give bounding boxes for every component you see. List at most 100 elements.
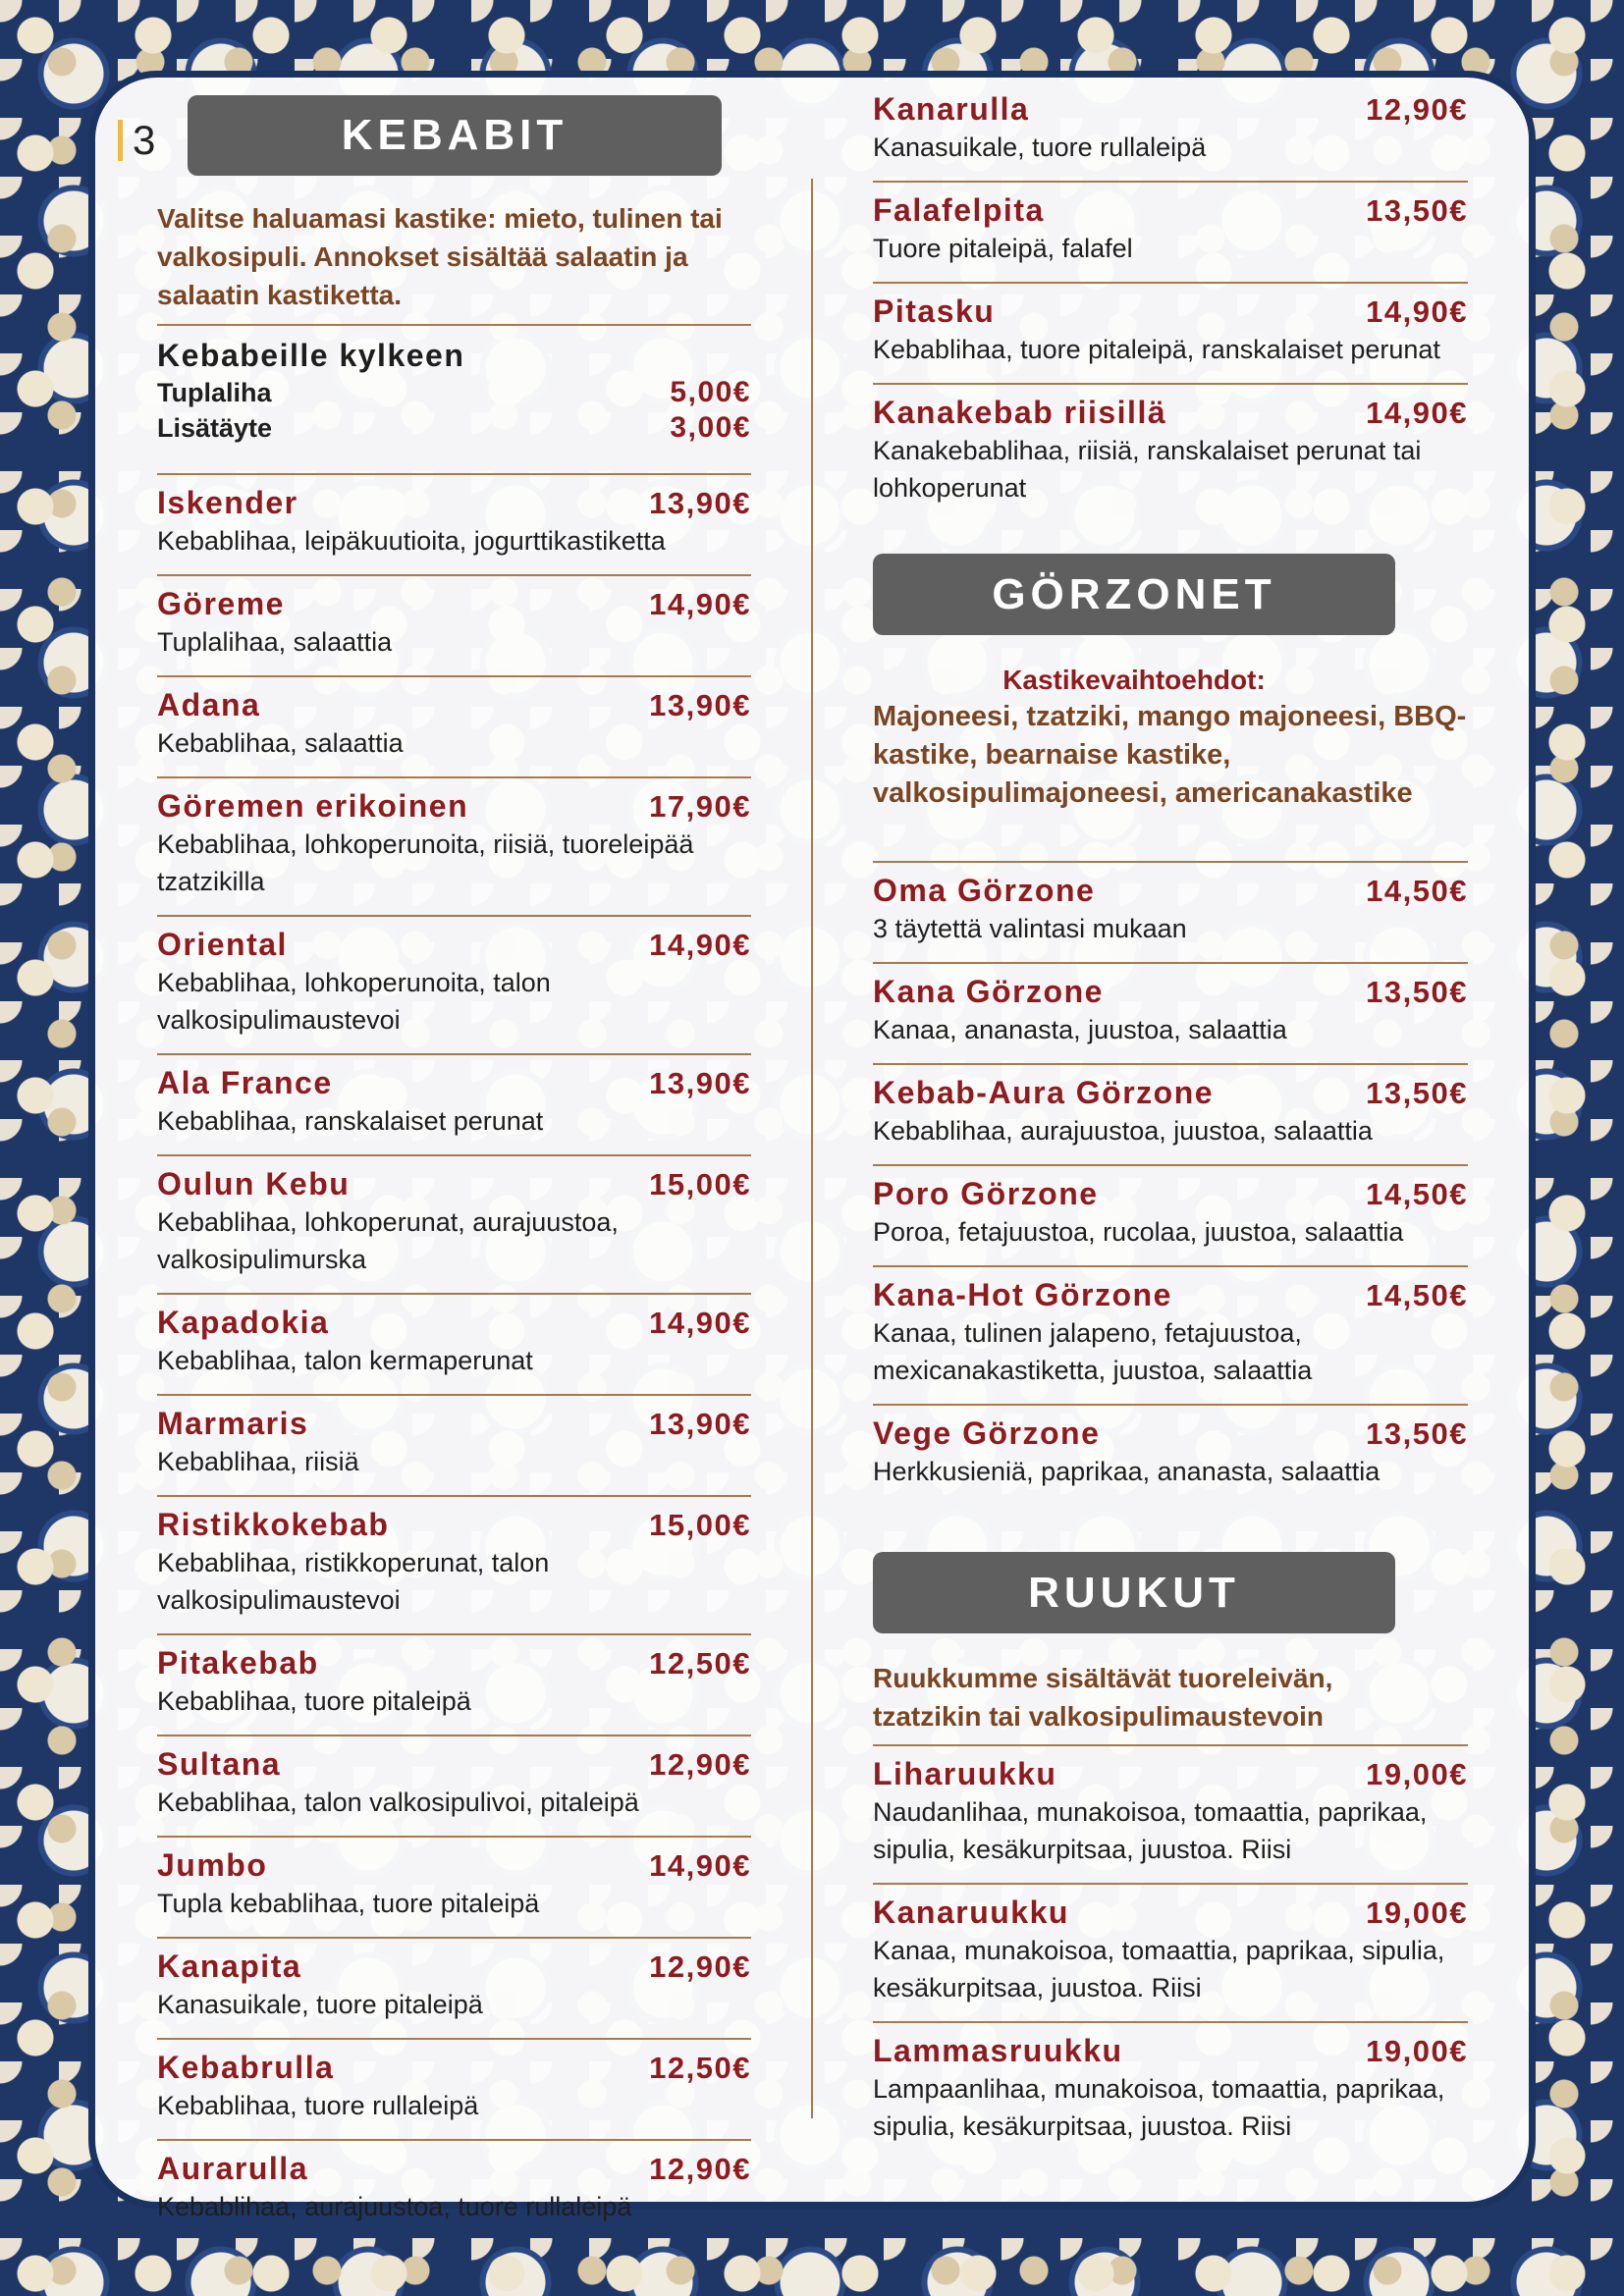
menu-item-name: Liharuukku: [873, 1756, 1057, 1791]
menu-item-price: 13,50€: [1366, 1076, 1468, 1110]
gorzonet-column: Oma Görzone 14,50€ 3 täytettä valintasi mu…: [873, 861, 1468, 1505]
menu-item-header: Ristikkokebab 15,00€: [157, 1506, 751, 1544]
menu-item-header: Marmaris 13,90€: [157, 1405, 751, 1443]
menu-item-description: Kanasuikale, tuore rullaleipä: [873, 133, 1207, 162]
gorzonet-sauce-heading: Kastikevaihtoehdot:: [1002, 665, 1266, 695]
menu-item-name: Pitasku: [873, 294, 996, 329]
menu-item-name: Oriental: [157, 927, 288, 962]
menu-item-description: Kanaa, tulinen jalapeno, fetajuustoa, me…: [873, 1318, 1313, 1385]
left-column: Kebabeille kylkeen Tuplaliha 5,00€ Lisätä…: [157, 324, 751, 2240]
menu-item-name: Kebab-Aura Görzone: [873, 1075, 1215, 1110]
menu-item-description: Kanaa, ananasta, juustoa, salaattia: [873, 1015, 1287, 1044]
ruukut-column: Liharuukku 19,00€ Naudanlihaa, munakoisoa,…: [873, 1744, 1468, 2160]
menu-item-price: 13,50€: [1366, 1416, 1468, 1451]
menu-item: Ala France 13,90€ Kebablihaa, ranskalaiset…: [157, 1053, 751, 1154]
sides-title: Kebabeille kylkeen: [157, 338, 465, 373]
menu-item-description: Kebablihaa, aurajuustoa, juustoa, salaat…: [873, 1116, 1373, 1146]
menu-item-description: Kanakebablihaa, riisiä, ranskalaiset per…: [873, 436, 1422, 503]
menu-item: Oma Görzone 14,50€ 3 täytettä valintasi mu…: [873, 861, 1468, 962]
menu-item-description: Tuore pitaleipä, falafel: [873, 234, 1133, 263]
menu-item: Lammasruukku 19,00€ Lampaanlihaa, munakois…: [873, 2021, 1468, 2160]
menu-item-description: Kebablihaa, salaattia: [157, 728, 404, 758]
menu-item-header: Kanarulla 12,90€: [873, 90, 1468, 129]
menu-item-price: 14,90€: [649, 587, 751, 621]
menu-item-header: Oulun Kebu 15,00€: [157, 1165, 751, 1203]
menu-item-description: Kebablihaa, lohkoperunoita, talon valkos…: [157, 968, 551, 1035]
menu-item-name: Kanaruukku: [873, 1895, 1069, 1930]
menu-item-price: 12,90€: [649, 1747, 751, 1782]
menu-item-price: 12,90€: [1366, 92, 1468, 127]
menu-item-description: Kebablihaa, lohkoperunoita, riisiä, tuor…: [157, 829, 694, 896]
menu-item-name: Kana-Hot Görzone: [873, 1277, 1172, 1312]
menu-item: Marmaris 13,90€ Kebablihaa, riisiä: [157, 1394, 751, 1495]
side-item: Tuplaliha 5,00€: [157, 375, 751, 410]
menu-item-price: 12,50€: [649, 2051, 751, 2085]
menu-item-header: Oma Görzone 14,50€: [873, 872, 1468, 910]
menu-item-name: Kapadokia: [157, 1305, 330, 1340]
menu-item: Göremen erikoinen 17,90€ Kebablihaa, lohko…: [157, 776, 751, 915]
menu-item: Aurarulla 12,90€ Kebablihaa, aurajuustoa, …: [157, 2139, 751, 2240]
menu-item-header: Falafelpita 13,50€: [873, 191, 1468, 230]
menu-item-price: 14,90€: [649, 1848, 751, 1883]
menu-item-header: Göremen erikoinen 17,90€: [157, 787, 751, 826]
menu-item-price: 19,00€: [1366, 1896, 1468, 1930]
menu-item-name: Oma Görzone: [873, 873, 1096, 908]
menu-item: Oulun Kebu 15,00€ Kebablihaa, lohkoperunat…: [157, 1154, 751, 1293]
menu-item-price: 12,90€: [649, 1949, 751, 1984]
side-price: 5,00€: [670, 376, 751, 408]
gorzonet-list: Oma Görzone 14,50€ 3 täytettä valintasi mu…: [873, 861, 1468, 1505]
menu-item-price: 19,00€: [1366, 1757, 1468, 1791]
menu-item: Falafelpita 13,50€ Tuore pitaleipä, falafe…: [873, 181, 1468, 282]
menu-item-description: Kebablihaa, talon valkosipulivoi, pitale…: [157, 1788, 639, 1817]
menu-item-description: Kanasuikale, tuore pitaleipä: [157, 1990, 483, 2019]
menu-item-header: Kebabrulla 12,50€: [157, 2049, 751, 2087]
menu-item-price: 17,90€: [649, 789, 751, 824]
menu-item-header: Kebab-Aura Görzone 13,50€: [873, 1074, 1468, 1112]
menu-item-description: Kebablihaa, tuore pitaleipä, ranskalaise…: [873, 335, 1440, 364]
kebabit-list: Iskender 13,90€ Kebablihaa, leipäkuutioita…: [157, 473, 751, 2240]
menu-item-name: Ristikkokebab: [157, 1507, 390, 1542]
menu-item-description: Poroa, fetajuustoa, rucolaa, juustoa, sa…: [873, 1217, 1404, 1247]
ruukut-list: Liharuukku 19,00€ Naudanlihaa, munakoisoa,…: [873, 1744, 1468, 2160]
menu-item-header: Vege Görzone 13,50€: [873, 1415, 1468, 1453]
menu-item-price: 13,90€: [649, 486, 751, 520]
menu-item: Liharuukku 19,00€ Naudanlihaa, munakoisoa,…: [873, 1744, 1468, 1883]
menu-item: Kapadokia 14,90€ Kebablihaa, talon kermape…: [157, 1293, 751, 1394]
column-divider: [811, 179, 813, 2118]
menu-item-name: Kebabrulla: [157, 2050, 335, 2085]
kebabit-continued-list: Kanarulla 12,90€ Kanasuikale, tuore rullal…: [873, 90, 1468, 521]
menu-item: Kana Görzone 13,50€ Kanaa, ananasta, juust…: [873, 962, 1468, 1063]
section-header-gorzonet: GÖRZONET: [873, 554, 1395, 635]
menu-item-name: Aurarulla: [157, 2151, 308, 2186]
menu-item-price: 13,90€: [649, 1407, 751, 1441]
sides-block: Kebabeille kylkeen Tuplaliha 5,00€ Lisätä…: [157, 324, 751, 473]
menu-item-name: Falafelpita: [873, 192, 1045, 228]
menu-item-header: Liharuukku 19,00€: [873, 1755, 1468, 1793]
menu-item-description: Naudanlihaa, munakoisoa, tomaattia, papr…: [873, 1797, 1428, 1864]
section-header-ruukut: RUUKUT: [873, 1552, 1395, 1633]
menu-item-header: Kana-Hot Görzone 14,50€: [873, 1276, 1468, 1314]
menu-item-price: 13,90€: [649, 1066, 751, 1100]
menu-item-name: Kanakebab riisillä: [873, 395, 1167, 430]
kebabit-intro: Valitse haluamasi kastike: mieto, tuline…: [157, 203, 723, 310]
menu-item-price: 12,50€: [649, 1646, 751, 1681]
menu-item-header: Aurarulla 12,90€: [157, 2150, 751, 2188]
menu-item-price: 14,90€: [649, 1306, 751, 1340]
menu-item: Kanarulla 12,90€ Kanasuikale, tuore rullal…: [873, 90, 1468, 181]
menu-item: Kana-Hot Görzone 14,50€ Kanaa, tulinen jal…: [873, 1265, 1468, 1404]
menu-item-header: Lammasruukku 19,00€: [873, 2032, 1468, 2070]
side-name: Tuplaliha: [157, 378, 272, 407]
menu-item-description: Kebablihaa, lohkoperunat, aurajuustoa, v…: [157, 1207, 619, 1274]
menu-item: Kanapita 12,90€ Kanasuikale, tuore pitalei…: [157, 1937, 751, 2038]
menu-item-description: Kebablihaa, ristikkoperunat, talon valko…: [157, 1548, 550, 1615]
menu-item-description: Kebablihaa, tuore pitaleipä: [157, 1686, 471, 1716]
menu-item-header: Göreme 14,90€: [157, 585, 751, 623]
menu-item-description: Tupla kebablihaa, tuore pitaleipä: [157, 1889, 540, 1918]
menu-item: Sultana 12,90€ Kebablihaa, talon valkosipu…: [157, 1735, 751, 1836]
menu-item: Vege Görzone 13,50€ Herkkusieniä, paprikaa…: [873, 1404, 1468, 1505]
menu-item-header: Kanapita 12,90€: [157, 1948, 751, 1986]
menu-item: Kebabrulla 12,50€ Kebablihaa, tuore rullal…: [157, 2038, 751, 2139]
menu-item-header: Kapadokia 14,90€: [157, 1304, 751, 1342]
menu-item-header: Jumbo 14,90€: [157, 1846, 751, 1885]
menu-item-name: Jumbo: [157, 1847, 268, 1883]
